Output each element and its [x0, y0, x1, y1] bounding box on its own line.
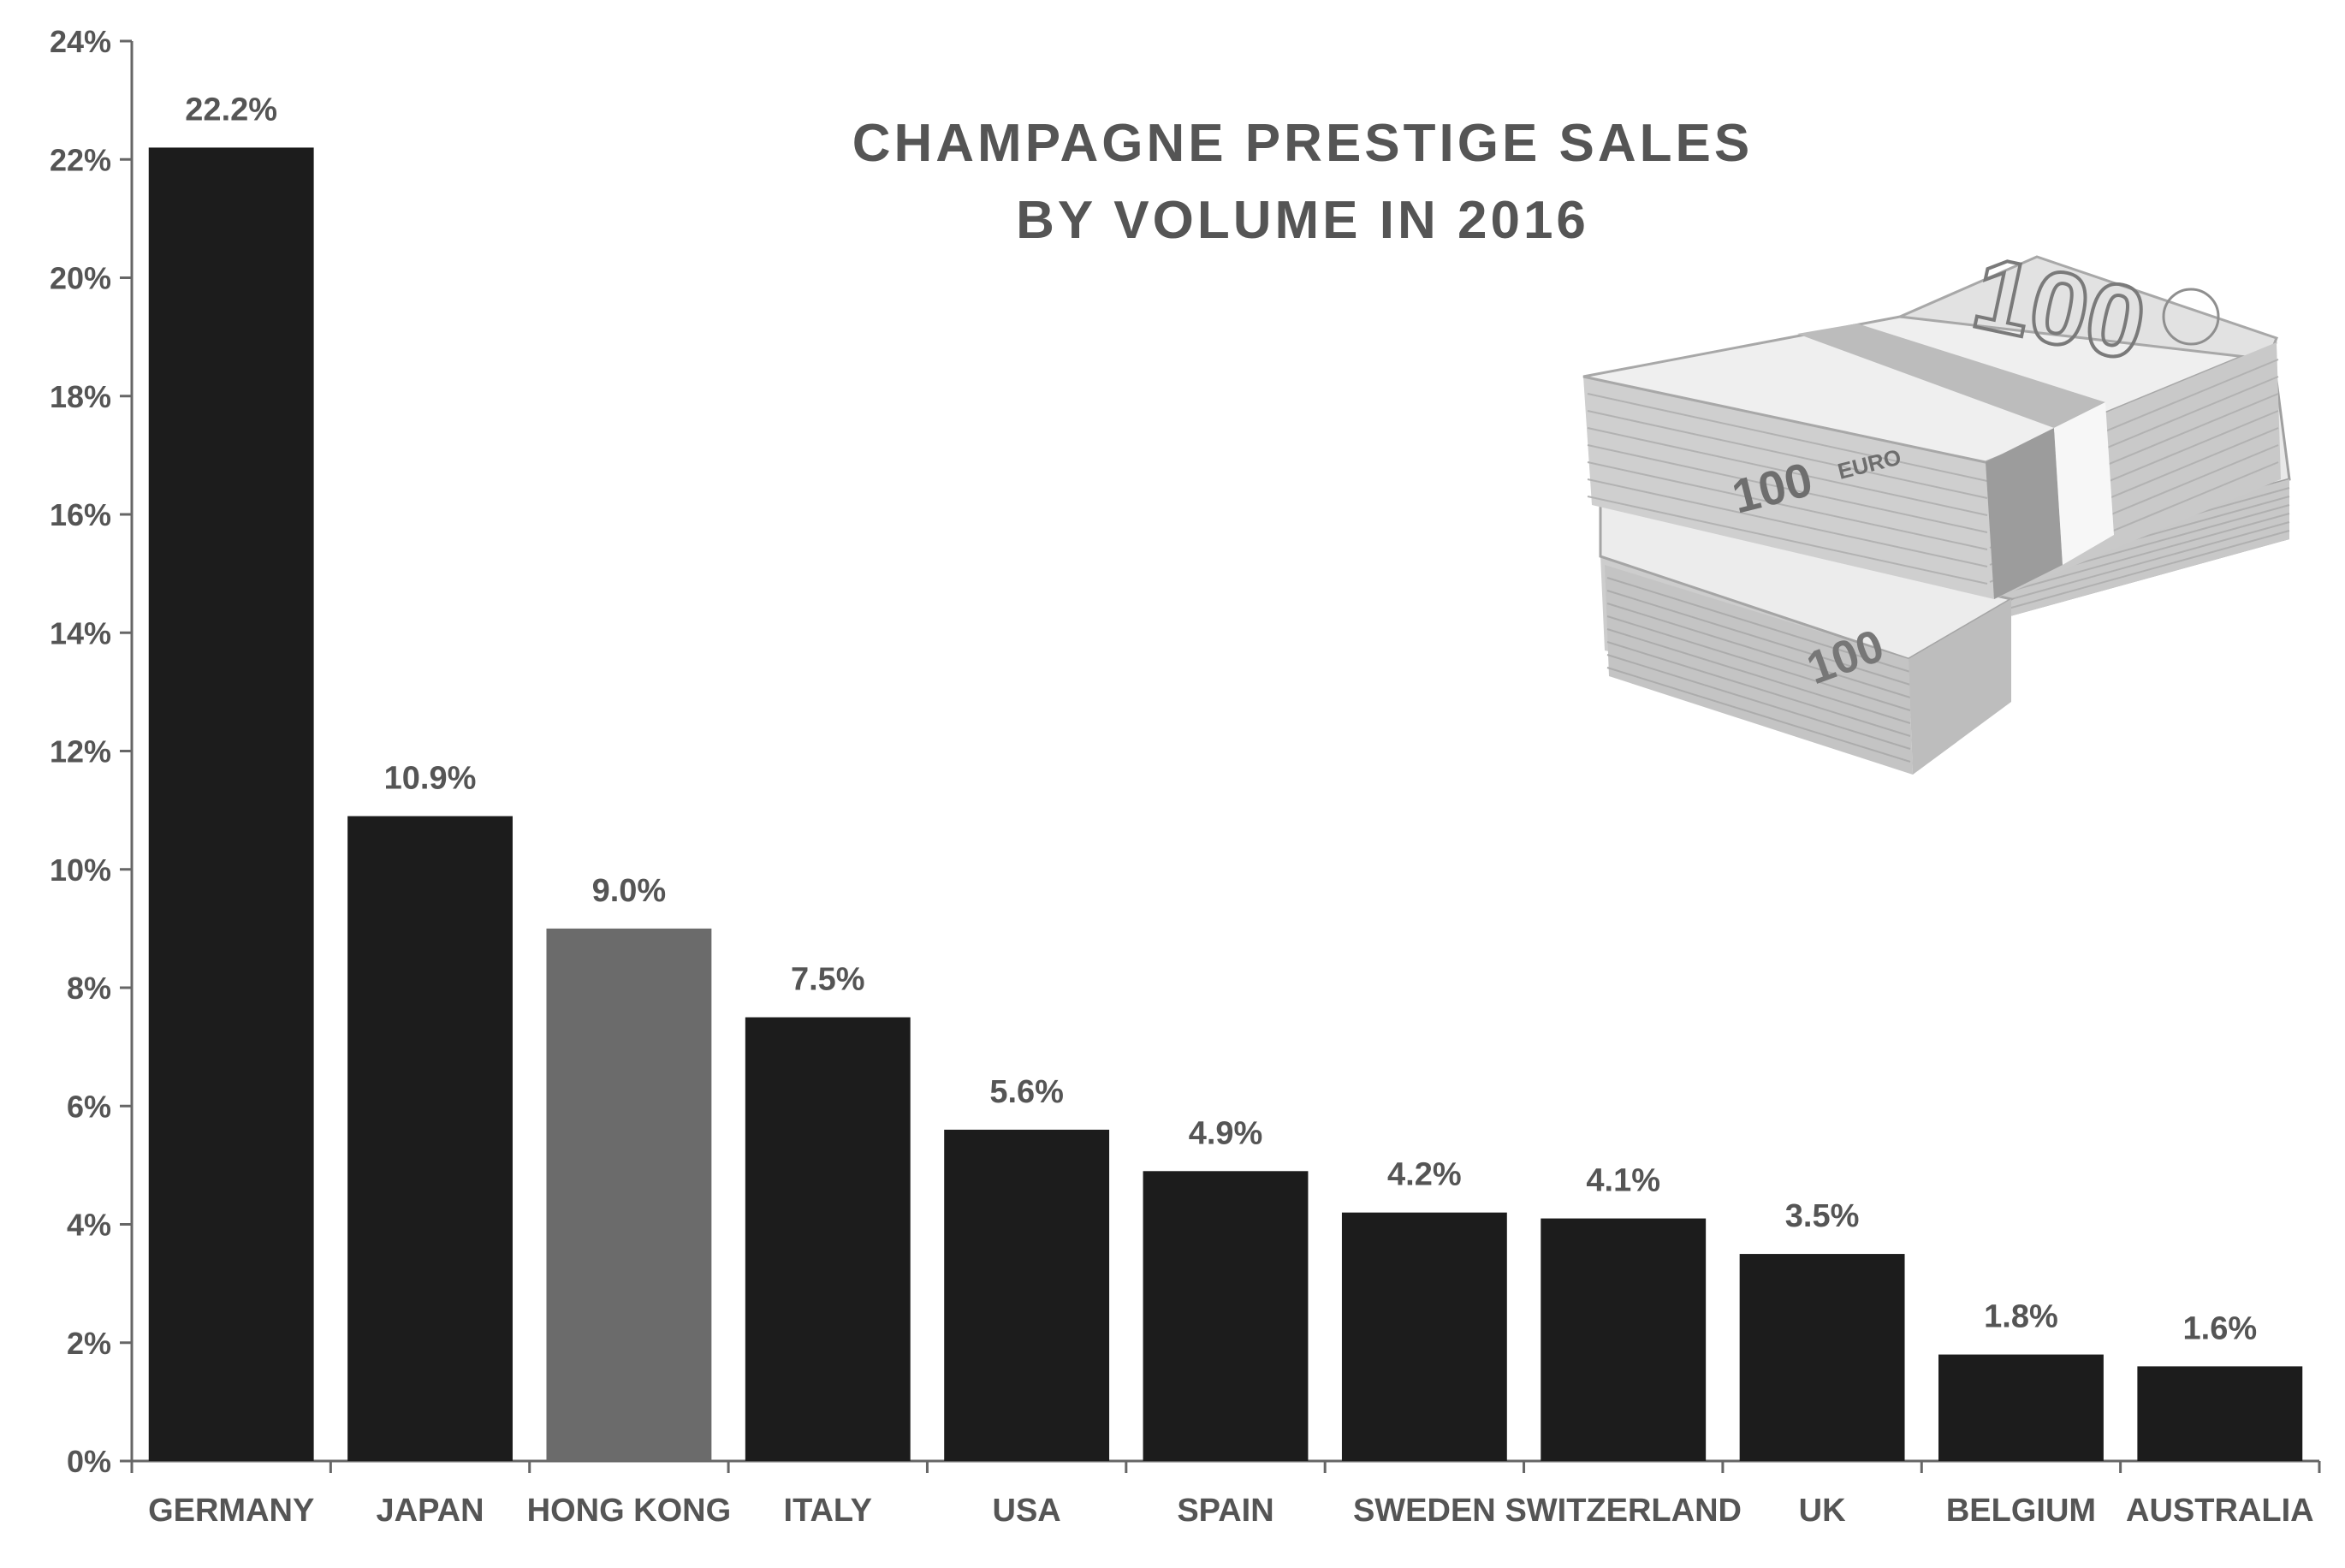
banknote-stack-bottom: 100	[1599, 503, 2016, 775]
data-label-uk: 3.5%	[1785, 1198, 1860, 1234]
chart-title: CHAMPAGNE PRESTIGE SALES BY VOLUME IN 20…	[852, 114, 1754, 250]
data-label-australia: 1.6%	[2183, 1310, 2258, 1346]
category-label-usa: USA	[993, 1493, 1061, 1529]
bar-belgium	[1938, 1354, 2104, 1461]
data-label-belgium: 1.8%	[1984, 1299, 2058, 1335]
y-tick-label: 18%	[50, 379, 111, 414]
y-tick-label: 10%	[50, 852, 111, 888]
category-label-japan: JAPAN	[377, 1493, 484, 1529]
bar-spain	[1143, 1171, 1309, 1461]
data-label-germany: 22.2%	[185, 92, 277, 128]
y-tick-label: 0%	[67, 1444, 111, 1479]
bar-usa	[944, 1129, 1110, 1461]
category-label-switzerland: SWITZERLAND	[1505, 1493, 1742, 1529]
bar-germany	[148, 147, 314, 1461]
bar-japan	[347, 816, 513, 1461]
y-tick-label: 8%	[67, 971, 111, 1006]
category-label-spain: SPAIN	[1177, 1493, 1273, 1529]
data-label-hong-kong: 9.0%	[592, 873, 667, 909]
y-tick-label: 22%	[50, 142, 111, 177]
bar-hong-kong	[546, 928, 712, 1461]
data-label-sweden: 4.2%	[1387, 1157, 1462, 1193]
chart-title-line-1: CHAMPAGNE PRESTIGE SALES	[852, 114, 1754, 173]
y-tick-label: 4%	[67, 1208, 111, 1243]
y-tick-label: 6%	[67, 1089, 111, 1124]
category-label-australia: AUSTRALIA	[2126, 1493, 2314, 1529]
data-labels: 22.2% 10.9% 9.0% 7.5% 5.6% 4.9% 4.2% 4.1% 3.5% 1.…	[185, 92, 2257, 1346]
data-label-spain: 4.9%	[1189, 1115, 1263, 1151]
category-labels: GERMANY JAPAN HONG KONG ITALY USA SPAIN SWEDEN…	[148, 1493, 2314, 1529]
category-label-hong-kong: HONG KONG	[527, 1493, 732, 1529]
x-axis	[130, 1459, 2321, 1473]
y-tick-label: 2%	[67, 1326, 111, 1361]
category-label-uk: UK	[1799, 1493, 1846, 1529]
data-label-usa: 5.6%	[989, 1074, 1064, 1110]
euro-banknotes-image: 100	[1582, 233, 2291, 775]
bar-sweden	[1341, 1212, 1507, 1461]
bar-australia	[2137, 1366, 2303, 1461]
chart-title-line-2: BY VOLUME IN 2016	[1016, 191, 1589, 250]
bar-switzerland	[1541, 1218, 1707, 1461]
y-tick-label: 16%	[50, 497, 111, 532]
data-label-japan: 10.9%	[384, 761, 477, 797]
category-label-sweden: SWEDEN	[1353, 1493, 1496, 1529]
y-axis: 0% 2% 4% 6% 8% 10% 12% 14% 16% 18% 20% 22% 24%	[50, 24, 134, 1479]
data-label-italy: 7.5%	[791, 962, 865, 998]
bars	[148, 147, 2303, 1461]
y-tick-label: 20%	[50, 261, 111, 296]
bar-uk	[1739, 1254, 1905, 1461]
y-tick-label: 14%	[50, 615, 111, 650]
y-tick-label: 24%	[50, 24, 111, 59]
data-label-switzerland: 4.1%	[1586, 1163, 1660, 1199]
banknote-stack-front: 100 EURO 100	[1582, 233, 2281, 599]
category-label-germany: GERMANY	[148, 1493, 314, 1529]
category-label-italy: ITALY	[784, 1493, 872, 1529]
y-tick-label: 12%	[50, 734, 111, 769]
bar-italy	[745, 1017, 911, 1461]
category-label-belgium: BELGIUM	[1946, 1493, 2096, 1529]
